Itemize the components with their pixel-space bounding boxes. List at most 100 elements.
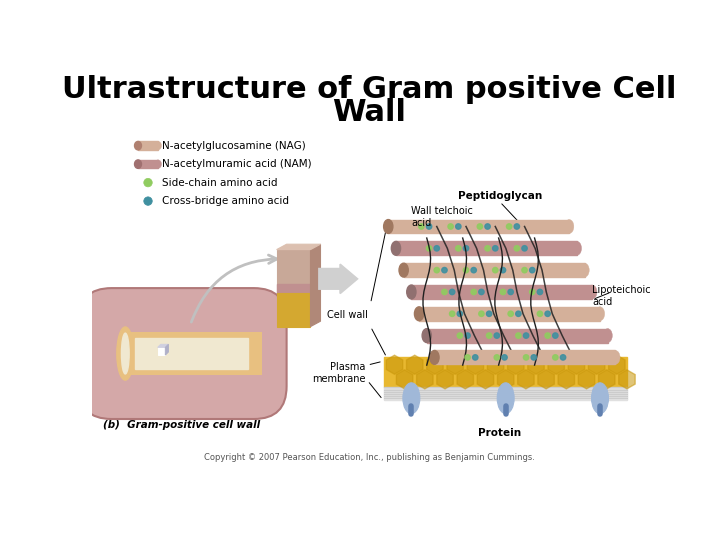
Ellipse shape xyxy=(456,224,461,229)
Ellipse shape xyxy=(537,311,543,316)
Text: (b)  Gram-positive cell wall: (b) Gram-positive cell wall xyxy=(104,420,261,430)
Bar xyxy=(384,396,627,397)
FancyBboxPatch shape xyxy=(78,288,287,419)
Ellipse shape xyxy=(508,289,513,295)
Ellipse shape xyxy=(448,224,454,229)
Ellipse shape xyxy=(144,197,152,205)
Ellipse shape xyxy=(523,355,528,360)
Ellipse shape xyxy=(502,355,507,360)
Ellipse shape xyxy=(492,246,498,251)
Bar xyxy=(276,249,310,292)
Ellipse shape xyxy=(477,224,482,229)
Bar xyxy=(276,294,310,327)
Ellipse shape xyxy=(426,246,432,251)
Bar xyxy=(384,387,627,388)
Ellipse shape xyxy=(155,141,161,150)
Ellipse shape xyxy=(449,289,455,295)
Text: Plasma
membrane: Plasma membrane xyxy=(312,362,365,383)
Ellipse shape xyxy=(564,220,574,233)
Ellipse shape xyxy=(500,267,505,273)
Ellipse shape xyxy=(442,267,447,273)
Ellipse shape xyxy=(426,224,432,229)
Ellipse shape xyxy=(471,289,477,295)
Ellipse shape xyxy=(485,224,490,229)
Ellipse shape xyxy=(465,355,470,360)
Ellipse shape xyxy=(399,263,408,277)
Bar xyxy=(396,241,577,255)
Ellipse shape xyxy=(135,160,141,168)
Ellipse shape xyxy=(492,267,498,273)
Ellipse shape xyxy=(422,329,431,342)
Bar xyxy=(384,395,627,396)
Ellipse shape xyxy=(418,224,424,229)
Ellipse shape xyxy=(498,383,514,414)
Text: Cell wall: Cell wall xyxy=(327,310,367,320)
Bar xyxy=(276,284,310,294)
Ellipse shape xyxy=(457,311,462,316)
Ellipse shape xyxy=(456,246,461,251)
Ellipse shape xyxy=(457,333,462,338)
Text: Side-chain amino acid: Side-chain amino acid xyxy=(162,178,277,187)
Polygon shape xyxy=(310,244,320,327)
Text: N-acetylmuramic acid (NAM): N-acetylmuramic acid (NAM) xyxy=(162,159,312,169)
Ellipse shape xyxy=(592,383,608,414)
Bar xyxy=(127,332,261,375)
Ellipse shape xyxy=(514,224,520,229)
Ellipse shape xyxy=(392,241,400,255)
Polygon shape xyxy=(319,264,357,294)
Text: N-acetylglucosamine (NAG): N-acetylglucosamine (NAG) xyxy=(162,140,305,151)
Ellipse shape xyxy=(529,289,535,295)
Ellipse shape xyxy=(508,311,513,316)
Bar xyxy=(419,307,600,321)
Ellipse shape xyxy=(500,289,505,295)
Ellipse shape xyxy=(506,224,512,229)
Ellipse shape xyxy=(135,141,141,150)
Text: Cross-bridge amino acid: Cross-bridge amino acid xyxy=(162,196,289,206)
Bar xyxy=(384,388,627,389)
Ellipse shape xyxy=(384,220,393,233)
Ellipse shape xyxy=(553,355,558,360)
Ellipse shape xyxy=(403,383,420,414)
Ellipse shape xyxy=(144,178,152,187)
Bar xyxy=(384,394,627,395)
Bar xyxy=(384,390,627,391)
Ellipse shape xyxy=(465,333,470,338)
Ellipse shape xyxy=(514,246,520,251)
Ellipse shape xyxy=(485,246,490,251)
Ellipse shape xyxy=(522,267,527,273)
Ellipse shape xyxy=(464,267,469,273)
Bar xyxy=(384,397,627,398)
Bar xyxy=(384,389,627,390)
Ellipse shape xyxy=(553,333,558,338)
Bar xyxy=(434,350,616,365)
Text: Wall telchoic
acid: Wall telchoic acid xyxy=(411,206,473,228)
Polygon shape xyxy=(276,244,320,249)
Ellipse shape xyxy=(487,311,492,316)
Text: Ultrastructure of Gram positive Cell: Ultrastructure of Gram positive Cell xyxy=(62,75,676,104)
Ellipse shape xyxy=(434,246,439,251)
Bar xyxy=(427,329,608,342)
Ellipse shape xyxy=(580,263,589,277)
Bar xyxy=(138,160,158,168)
Ellipse shape xyxy=(407,285,416,299)
Ellipse shape xyxy=(588,285,597,299)
Ellipse shape xyxy=(494,333,500,338)
Ellipse shape xyxy=(516,333,521,338)
Bar xyxy=(384,393,627,394)
Ellipse shape xyxy=(430,350,439,365)
Ellipse shape xyxy=(415,307,423,321)
Ellipse shape xyxy=(434,267,439,273)
Ellipse shape xyxy=(479,311,484,316)
Text: Protein: Protein xyxy=(478,428,521,438)
Ellipse shape xyxy=(537,289,543,295)
Ellipse shape xyxy=(523,333,528,338)
Text: Copyright © 2007 Pearson Education, Inc., publishing as Benjamin Cummings.: Copyright © 2007 Pearson Education, Inc.… xyxy=(204,453,534,462)
Bar xyxy=(138,141,158,150)
Text: Wall: Wall xyxy=(332,98,406,127)
Ellipse shape xyxy=(472,355,478,360)
Ellipse shape xyxy=(464,246,469,251)
Bar xyxy=(404,263,585,277)
Bar xyxy=(411,285,593,299)
Ellipse shape xyxy=(487,333,492,338)
Text: Peptidoglycan: Peptidoglycan xyxy=(458,191,542,201)
